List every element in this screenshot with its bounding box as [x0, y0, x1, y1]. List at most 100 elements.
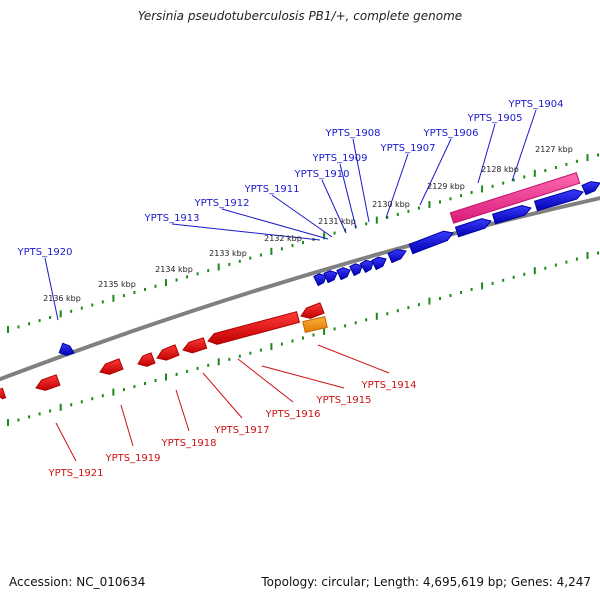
upper-major-tick: [481, 185, 484, 193]
upper-minor-tick: [186, 275, 189, 279]
reverse-gene-label: YPTS_1914: [360, 380, 416, 391]
forward-gene-label-leader: [339, 163, 357, 229]
forward-gene-shape: [58, 342, 75, 356]
upper-major-tick: [112, 294, 115, 302]
upper-minor-tick: [470, 191, 473, 194]
upper-minor-tick: [575, 159, 578, 163]
lower-minor-tick: [491, 281, 494, 285]
upper-major-tick: [375, 216, 378, 224]
lower-minor-tick: [186, 369, 189, 373]
highlighted-reverse-gene: [302, 316, 328, 333]
upper-minor-tick: [565, 162, 568, 166]
upper-major-tick: [165, 279, 167, 287]
upper-minor-tick: [122, 294, 125, 298]
lower-minor-tick: [259, 348, 262, 352]
lower-major-tick: [59, 403, 62, 411]
upper-major-tick: [586, 154, 589, 162]
lower-minor-tick: [17, 418, 20, 422]
forward-gene-label-leader: [221, 208, 329, 240]
reverse-gene-label-leader: [261, 365, 345, 389]
lower-minor-tick: [175, 372, 178, 376]
upper-minor-tick: [407, 209, 410, 213]
forward-gene-shape: [323, 270, 338, 284]
upper-minor-tick: [439, 200, 441, 204]
forward-gene-label: YPTS_1905: [466, 113, 522, 124]
forward-gene-label-leader: [352, 138, 370, 223]
lower-minor-tick: [439, 297, 441, 300]
forward-gene-label: YPTS_1909: [311, 153, 367, 164]
lower-major-tick: [481, 282, 484, 290]
upper-minor-tick: [228, 262, 231, 266]
forward-gene-shape: [371, 256, 387, 271]
lower-major-tick: [112, 388, 115, 396]
reverse-gene-label-leader: [175, 389, 190, 432]
reverse-gene-label: YPTS_1917: [213, 425, 269, 436]
upper-minor-tick: [597, 153, 599, 157]
lower-minor-tick: [554, 263, 557, 267]
upper-minor-tick: [396, 212, 399, 216]
upper-major-tick: [323, 232, 326, 240]
upper-minor-tick: [460, 194, 462, 198]
kbp-scale-label: 2134 kbp: [155, 265, 193, 274]
lower-minor-tick: [396, 309, 399, 313]
reverse-gene-shape: [182, 337, 208, 354]
lower-minor-tick: [470, 287, 473, 291]
forward-gene-shape: [387, 249, 407, 264]
forward-gene-label-leader: [385, 153, 409, 219]
scale-labels: 2127 kbp 2128 kbp 2129 kbp 2130 kbp 2131 kbp…: [43, 145, 573, 303]
forward-gene-label-leader: [271, 194, 333, 238]
kbp-scale-label: 2127 kbp: [535, 145, 573, 154]
highlighted-forward-gene: [449, 172, 581, 224]
upper-minor-tick: [449, 197, 452, 201]
lower-minor-tick: [575, 257, 578, 261]
lower-minor-tick: [28, 415, 31, 419]
upper-minor-tick: [196, 272, 199, 276]
genome-backbone: [0, 196, 600, 382]
lower-minor-tick: [312, 333, 315, 337]
kbp-scale-label: 2132 kbp: [264, 234, 302, 243]
forward-gene-label: YPTS_1907: [379, 143, 435, 154]
lower-minor-tick: [38, 412, 41, 416]
upper-minor-tick: [70, 309, 73, 313]
forward-scale-track: [7, 153, 599, 333]
lower-major-tick: [217, 358, 220, 366]
lower-minor-tick: [133, 385, 136, 389]
upper-major-tick: [59, 310, 62, 318]
reverse-gene-label: YPTS_1915: [315, 395, 371, 406]
upper-minor-tick: [523, 175, 526, 179]
lower-minor-tick: [154, 379, 157, 382]
forward-gene-shape: [359, 259, 374, 273]
accession-text: Accession: NC_010634: [9, 575, 146, 589]
forward-gene-label: YPTS_1911: [243, 184, 299, 195]
upper-minor-tick: [80, 306, 83, 310]
lower-minor-tick: [70, 403, 73, 407]
kbp-scale-label: 2130 kbp: [372, 200, 410, 209]
lower-major-tick: [270, 343, 273, 351]
lower-minor-tick: [512, 275, 515, 279]
upper-minor-tick: [333, 231, 336, 235]
reverse-gene-label: YPTS_1921: [47, 468, 103, 479]
lower-minor-tick: [365, 318, 368, 322]
lower-minor-tick: [280, 342, 283, 346]
gene-labels: YPTS_1904 YPTS_1905 YPTS_1906 YPTS_1907 YPTS…: [16, 99, 563, 479]
lower-minor-tick: [354, 321, 357, 325]
upper-minor-tick: [491, 184, 494, 188]
kbp-scale-label: 2135 kbp: [98, 280, 136, 289]
lower-minor-tick: [417, 303, 420, 307]
lower-minor-tick: [597, 251, 599, 255]
upper-minor-tick: [512, 178, 515, 182]
reverse-gene-shape: [0, 387, 7, 400]
forward-gene-label-leader: [44, 257, 59, 321]
lower-minor-tick: [122, 388, 125, 392]
forward-gene-label: YPTS_1913: [143, 213, 199, 224]
upper-minor-tick: [207, 269, 210, 273]
upper-minor-tick: [502, 181, 505, 185]
reverse-gene-label: YPTS_1916: [264, 409, 320, 420]
upper-minor-tick: [91, 303, 94, 307]
upper-minor-tick: [544, 169, 547, 173]
lower-major-tick: [533, 267, 536, 275]
lower-major-tick: [375, 312, 378, 320]
lower-minor-tick: [302, 336, 304, 340]
upper-minor-tick: [38, 319, 41, 323]
lower-minor-tick: [291, 339, 294, 343]
